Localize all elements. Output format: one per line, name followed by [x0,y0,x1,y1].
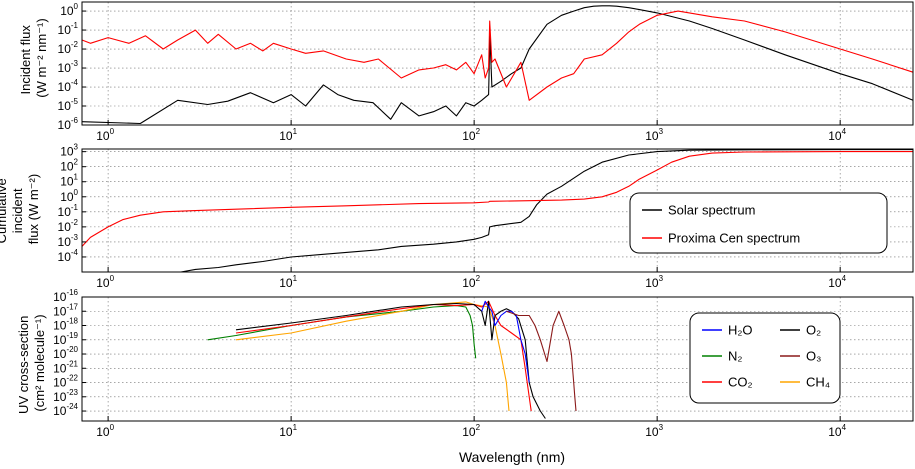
y-tick-label: 10-2 [58,40,79,56]
y-tick-label: 10-6 [58,116,79,132]
x-tick-label: 103 [645,423,663,439]
grid-incident-flux [82,2,913,126]
y-tick-label: 10-4 [58,78,79,94]
x-tick-label: 101 [279,274,297,290]
ticks-uv-cross-section: 10-1610-1710-1810-1910-2010-2110-2210-23… [53,288,847,439]
x-tick-label: 102 [462,127,480,143]
plot-frame-cumulative-flux [81,148,914,273]
y-axis-label-incident-flux: Incident flux (W m⁻² nm⁻¹) [18,18,49,97]
y-tick-label: 103 [60,143,78,159]
legend-box [629,192,888,254]
legend-box [689,312,841,404]
x-tick-label: 100 [96,423,114,439]
y-tick-label: 10-23 [53,388,78,404]
x-tick-label: 100 [96,127,114,143]
x-tick-label: 102 [462,274,480,290]
panel-uv-cross-section: UV cross-section (cm² molecule⁻¹) 10-161… [16,288,914,439]
legend-label: O₂ [806,323,821,338]
panel-incident-flux: Incident flux (W m⁻² nm⁻¹) 10010-110-210… [18,1,914,143]
series-line-H2O [481,300,530,383]
legend-label: H₂O [728,323,753,338]
panel-cumulative-flux: Cumulative incident flux (W m⁻²) 1031021… [0,143,914,290]
legend-label: O₃ [806,349,821,364]
series-layer-incident-flux [81,5,914,125]
y-tick-label: 10-21 [53,359,78,375]
x-tick-label: 104 [828,423,846,439]
legend-label: Solar spectrum [668,203,755,218]
series-line-proxima [81,10,914,101]
y-tick-label: 10-3 [58,233,79,249]
series-line-O3 [506,310,577,412]
x-tick-label: 104 [828,274,846,290]
y-tick-label: 10-16 [53,288,78,304]
y-tick-label: 10-5 [58,97,79,113]
y-axis-label-cumulative-flux: Cumulative incident flux (W m⁻²) [0,174,41,244]
legend-label: Proxima Cen spectrum [668,231,800,246]
plot-frame-incident-flux [81,1,914,126]
series-line-solar_cum [180,149,913,273]
y-tick-label: 10-17 [53,302,78,318]
series-layer-cumulative-flux [81,149,913,273]
y-tick-label: 10-2 [58,218,79,234]
x-tick-label: 102 [462,423,480,439]
legend-label: CO₂ [728,375,753,390]
y-axis-label-uv-cross-section: UV cross-section (cm² molecule⁻¹) [16,312,47,414]
plot-frame-uv-cross-section [81,296,914,422]
series-line-proxima_cum [81,151,913,247]
y-tick-label: 100 [60,188,78,204]
y-tick-label: 100 [60,2,78,18]
y-tick-label: 10-22 [53,374,78,390]
x-tick-label: 101 [279,127,297,143]
x-tick-label: 103 [645,127,663,143]
series-line-CO2 [235,300,532,412]
series-line-N2 [207,305,477,359]
ticks-incident-flux: 100 10-1 10-2 10-3 10-4 10-5 10-6 100 101 102 103 1… [58,2,847,143]
series-line-CH4 [235,301,510,412]
legend-uv-cross-section: H₂O O₂ N₂ O₃ CO₂ CH₄ [689,312,841,404]
y-tick-label: 10-24 [53,402,78,418]
legend-cumulative-flux: Solar spectrum Proxima Cen spectrum [629,192,888,254]
y-tick-label: 10-3 [58,59,79,75]
y-tick-label: 10-1 [58,21,79,37]
y-tick-label: 102 [60,158,78,174]
y-tick-label: 101 [60,173,78,189]
series-line-O2 [235,300,546,419]
y-tick-label: 10-18 [53,317,78,333]
y-tick-label: 10-19 [53,331,78,347]
x-tick-label: 101 [279,423,297,439]
x-tick-label: 100 [96,274,114,290]
x-tick-label: 103 [645,274,663,290]
legend-label: N₂ [728,349,742,364]
y-tick-label: 10-20 [53,345,78,361]
y-tick-label: 10-1 [58,203,79,219]
y-tick-label: 10-4 [58,248,79,264]
legend-label: CH₄ [806,375,830,390]
x-axis-label: Wavelength (nm) [459,449,565,465]
series-layer-uv-cross-section [207,300,577,419]
x-tick-label: 104 [828,127,846,143]
